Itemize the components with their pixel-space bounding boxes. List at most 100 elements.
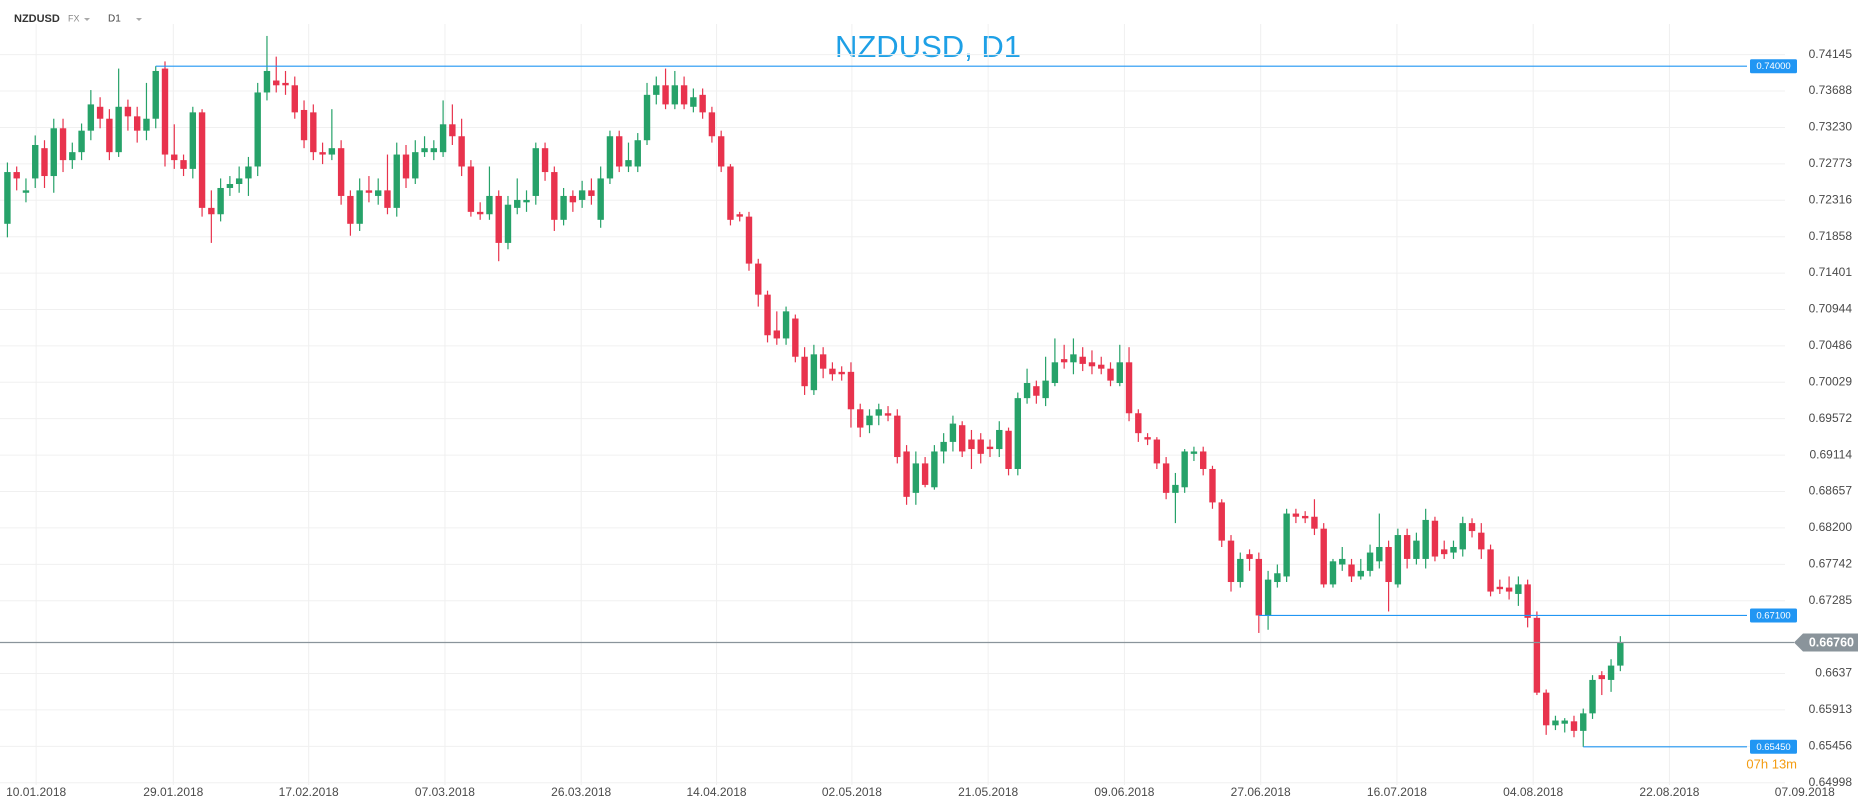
y-tick-label: 0.69572 — [1809, 411, 1853, 425]
x-tick-label: 22.08.2018 — [1639, 785, 1699, 799]
candle-body — [467, 166, 475, 212]
candle-body — [727, 166, 734, 220]
candle-body — [1478, 532, 1485, 550]
candle-body — [625, 160, 632, 167]
candle-body — [1005, 430, 1012, 469]
candle-body — [328, 148, 336, 155]
y-tick-label: 0.73688 — [1809, 83, 1853, 97]
candle-body — [180, 160, 187, 169]
candle-body — [708, 112, 716, 137]
level-label-box — [1750, 739, 1797, 754]
x-tick-label: 27.06.2018 — [1231, 785, 1291, 799]
candle-body — [940, 441, 947, 452]
y-tick-label: 0.68657 — [1809, 484, 1853, 498]
candle-body — [1320, 528, 1327, 585]
candle-body — [1580, 713, 1587, 731]
candle-body — [310, 112, 317, 153]
layer — [0, 24, 1785, 785]
candle-body — [458, 136, 465, 167]
candle-body — [1200, 451, 1207, 469]
candle-body — [78, 130, 85, 153]
candle-body — [634, 140, 641, 167]
x-tick-label: 10.01.2018 — [6, 785, 66, 799]
candle-body — [717, 136, 725, 167]
y-tick-label: 0.67285 — [1809, 593, 1853, 607]
candle-body — [124, 106, 132, 117]
candle-body — [662, 85, 669, 105]
candle-body — [912, 463, 920, 493]
y-tick-label: 0.68200 — [1809, 520, 1853, 534]
candle-body — [1515, 584, 1522, 594]
layer — [4, 35, 1624, 747]
dropdown-caret[interactable] — [136, 18, 142, 21]
candle-body — [968, 439, 975, 450]
candle-body — [1033, 386, 1040, 396]
candle-body — [755, 263, 762, 295]
candle-body — [1098, 364, 1105, 369]
candle-body — [949, 423, 957, 442]
candle-body — [986, 446, 994, 450]
y-tick-label: 0.65913 — [1809, 702, 1853, 716]
candle-body — [1264, 579, 1272, 616]
candle-body — [745, 216, 753, 264]
candle-body — [857, 409, 864, 428]
candle-body — [1441, 549, 1448, 555]
candle-body — [356, 190, 363, 224]
candle-body — [671, 85, 679, 105]
candle-body — [161, 68, 169, 155]
candle-body — [977, 439, 984, 454]
candle-body — [1561, 720, 1568, 724]
candle-body — [486, 195, 493, 215]
candle-body — [782, 311, 790, 339]
candle-body — [690, 97, 697, 107]
dropdown-caret[interactable] — [84, 18, 90, 21]
candle-body — [235, 178, 243, 185]
candle-body — [1570, 721, 1578, 731]
chart-title: NZDUSD, D1 — [835, 29, 1021, 64]
level-label: 0.74000 — [1756, 61, 1790, 72]
x-tick-label: 29.01.2018 — [143, 785, 203, 799]
candle-body — [1450, 546, 1457, 553]
candle-body — [1487, 549, 1494, 592]
candle-body — [143, 118, 150, 131]
candle-body — [1255, 558, 1263, 616]
candle-body — [1144, 437, 1151, 440]
candle-body — [1079, 356, 1086, 364]
candle-body — [588, 190, 595, 196]
candle-body — [1023, 383, 1031, 399]
x-tick-label: 04.08.2018 — [1503, 785, 1563, 799]
candle-body — [504, 204, 512, 243]
candle-body — [152, 70, 159, 119]
candle-body — [171, 154, 178, 161]
candle-body — [829, 368, 836, 375]
candle-body — [1607, 665, 1615, 680]
y-tick-label: 0.70029 — [1809, 374, 1853, 388]
candle-body — [875, 409, 882, 416]
candle-body — [133, 116, 141, 131]
candle-body — [1413, 540, 1420, 559]
candle-body — [22, 190, 30, 193]
candle-body — [819, 354, 827, 369]
candle-body — [1589, 679, 1596, 714]
candle-body — [1153, 439, 1161, 464]
candle-body — [643, 94, 651, 141]
candle-body — [569, 195, 577, 203]
candle-body — [273, 80, 280, 86]
y-tick-label: 0.65456 — [1809, 738, 1853, 752]
candle-body — [1376, 546, 1383, 562]
market[interactable]: FX — [68, 13, 80, 23]
y-tick-label: 0.69114 — [1810, 447, 1853, 461]
level-label-box — [1750, 59, 1797, 74]
y-tick-label: 0.72773 — [1809, 156, 1853, 170]
candle-body — [449, 124, 456, 137]
timeframe[interactable]: D1 — [108, 14, 121, 25]
candle-body — [616, 136, 623, 167]
x-tick-label: 17.02.2018 — [279, 785, 339, 799]
candle-body — [1385, 546, 1392, 583]
candle-body — [1292, 513, 1300, 517]
candle-body — [1339, 558, 1346, 565]
candle-body — [1218, 502, 1225, 541]
candle-body — [1070, 354, 1077, 363]
x-tick-label: 09.06.2018 — [1094, 785, 1154, 799]
